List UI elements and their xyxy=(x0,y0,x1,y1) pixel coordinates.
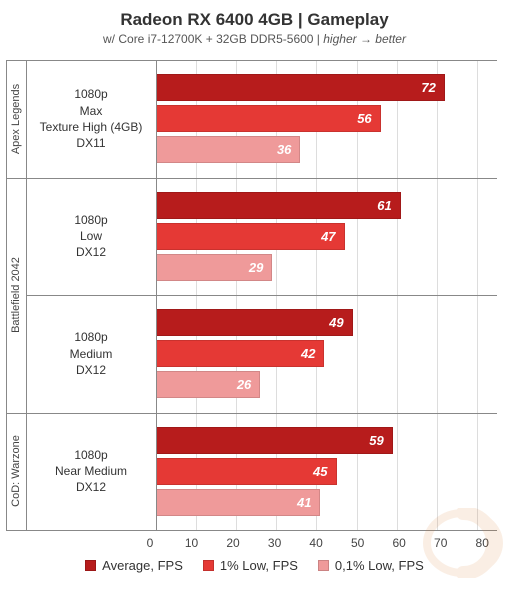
x-axis-labels: 0 10 20 30 40 50 60 70 80 xyxy=(150,536,503,554)
legend-item: 0,1% Low, FPS xyxy=(318,558,424,573)
bar-avg: 49 xyxy=(156,309,353,336)
x-tick-label: 10 xyxy=(185,536,198,550)
bar-avg: 61 xyxy=(156,192,401,219)
config-label: 1080pMediumDX12 xyxy=(26,295,156,413)
legend-label: 1% Low, FPS xyxy=(220,558,298,573)
config-label: 1080pLowDX12 xyxy=(26,178,156,296)
game-label-text: Apex Legends xyxy=(10,84,22,154)
legend-swatch xyxy=(318,560,329,571)
legend: Average, FPS 1% Low, FPS 0,1% Low, FPS xyxy=(0,558,509,576)
x-tick-label: 30 xyxy=(268,536,281,550)
x-tick-label: 60 xyxy=(392,536,405,550)
game-label-text: CoD: Warzone xyxy=(10,435,22,507)
legend-label: Average, FPS xyxy=(102,558,183,573)
config-line: 1080p xyxy=(74,447,107,463)
legend-item: 1% Low, FPS xyxy=(203,558,298,573)
game-label-text: Battlefield 2042 xyxy=(10,257,22,333)
bar-avg: 59 xyxy=(156,427,393,454)
config-label: 1080pNear MediumDX12 xyxy=(26,413,156,531)
chart-title: Radeon RX 6400 4GB | Gameplay xyxy=(6,10,503,30)
x-tick-label: 80 xyxy=(476,536,489,550)
chart-container: Radeon RX 6400 4GB | Gameplay w/ Core i7… xyxy=(0,0,509,600)
config-line: Medium xyxy=(70,346,113,362)
config-line: DX12 xyxy=(76,479,106,495)
bar-p1: 47 xyxy=(156,223,345,250)
plot-area: 72 56 36 61 47 29 49 42 26 59 45 41 Apex Legends Batt… xyxy=(6,60,503,530)
game-label: Battlefield 2042 xyxy=(6,178,26,413)
bar-p01: 29 xyxy=(156,254,272,281)
bar-avg: 72 xyxy=(156,74,445,101)
bar-p1: 42 xyxy=(156,340,324,367)
bar-p01: 36 xyxy=(156,136,300,163)
legend-swatch xyxy=(203,560,214,571)
config-label: 1080pMaxTexture High (4GB)DX11 xyxy=(26,60,156,178)
game-separator xyxy=(6,413,497,414)
bar-p1: 56 xyxy=(156,105,381,132)
config-line: 1080p xyxy=(74,212,107,228)
legend-label: 0,1% Low, FPS xyxy=(335,558,424,573)
config-line: Max xyxy=(80,103,103,119)
config-line: 1080p xyxy=(74,329,107,345)
x-tick-label: 50 xyxy=(351,536,364,550)
chart-subtitle: w/ Core i7-12700K + 32GB DDR5-5600 | hig… xyxy=(6,32,503,46)
config-line: Near Medium xyxy=(55,463,127,479)
x-axis-line xyxy=(6,530,497,531)
config-line: DX12 xyxy=(76,244,106,260)
x-tick-label: 20 xyxy=(226,536,239,550)
game-label: Apex Legends xyxy=(6,60,26,178)
game-separator xyxy=(6,178,497,179)
config-line: DX11 xyxy=(76,135,105,151)
x-tick-label: 70 xyxy=(434,536,447,550)
bar-p01: 26 xyxy=(156,371,260,398)
subtitle-fixed: w/ Core i7-12700K + 32GB DDR5-5600 | xyxy=(103,32,323,46)
config-line: DX12 xyxy=(76,362,106,378)
x-tick-label: 40 xyxy=(309,536,322,550)
group-separator xyxy=(26,295,497,296)
config-line: 1080p xyxy=(74,86,107,102)
legend-item: Average, FPS xyxy=(85,558,183,573)
game-label: CoD: Warzone xyxy=(6,413,26,531)
bar-p1: 45 xyxy=(156,458,337,485)
subtitle-italic: higher → better xyxy=(323,32,406,46)
config-line: Low xyxy=(80,228,102,244)
bar-p01: 41 xyxy=(156,489,320,516)
legend-swatch xyxy=(85,560,96,571)
x-tick-label: 0 xyxy=(147,536,154,550)
config-line: Texture High (4GB) xyxy=(40,119,143,135)
game-label-column: Apex Legends Battlefield 2042 CoD: Warzone xyxy=(6,60,26,530)
